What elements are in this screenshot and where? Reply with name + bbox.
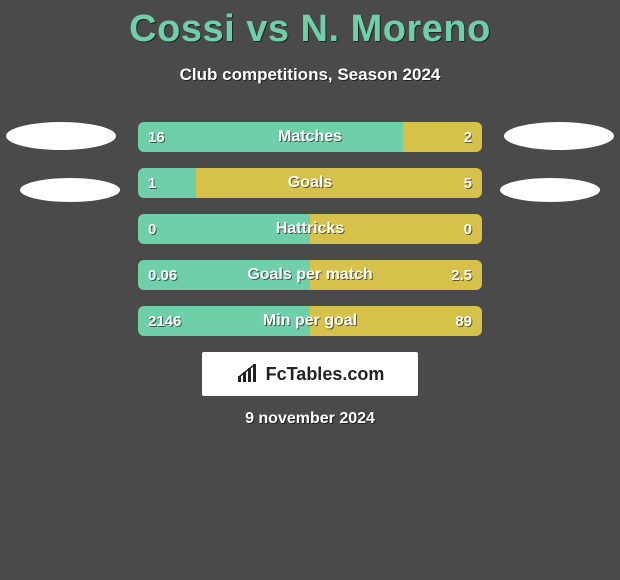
comparison-bars: Matches16 2 Goals1 5 Hattricks0 0 Goals per ma…	[138, 122, 482, 352]
stat-row: Min per goal214689	[138, 306, 482, 336]
footer-date: 9 november 2024	[0, 410, 620, 428]
bar-left-value: 2146	[138, 306, 191, 336]
bar-left-value: 0	[138, 214, 166, 244]
player-left-ellipse-2	[20, 178, 120, 202]
stat-row: Goals1 5	[138, 168, 482, 198]
player-right-ellipse-2	[500, 178, 600, 202]
bar-left-value: 16	[138, 122, 175, 152]
subtitle: Club competitions, Season 2024	[0, 65, 620, 85]
stat-row: Matches16 2	[138, 122, 482, 152]
bar-left-value: 1	[138, 168, 166, 198]
bar-label: Hattricks	[138, 214, 482, 244]
footer-badge: FcTables.com	[202, 352, 418, 396]
page-title: Cossi vs N. Moreno	[0, 0, 620, 51]
bar-right-value: 5	[454, 168, 482, 198]
bar-left-value: 0.06	[138, 260, 187, 290]
bar-right-value: 89	[445, 306, 482, 336]
chart-icon	[236, 364, 260, 384]
bar-label: Matches	[138, 122, 482, 152]
footer-brand: FcTables.com	[266, 364, 385, 385]
stat-row: Goals per match0.06 2.5	[138, 260, 482, 290]
player-right-ellipse-1	[504, 122, 614, 150]
bar-right-value: 2	[454, 122, 482, 152]
stat-row: Hattricks0 0	[138, 214, 482, 244]
player-left-ellipse-1	[6, 122, 116, 150]
bar-label: Goals per match	[138, 260, 482, 290]
bar-label: Goals	[138, 168, 482, 198]
bar-right-value: 0	[454, 214, 482, 244]
bar-right-value: 2.5	[441, 260, 482, 290]
